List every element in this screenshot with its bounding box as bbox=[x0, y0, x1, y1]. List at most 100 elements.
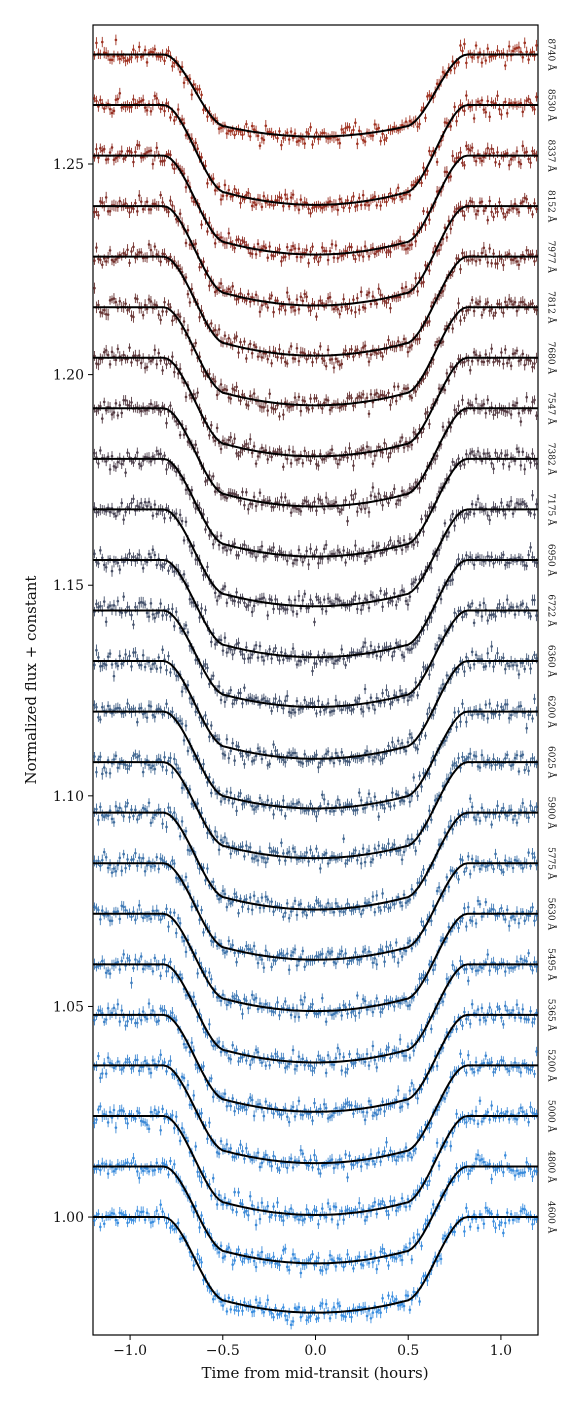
data-point bbox=[408, 1056, 412, 1059]
data-point bbox=[494, 852, 497, 856]
data-point bbox=[233, 1308, 236, 1312]
data-point bbox=[95, 807, 98, 811]
data-point bbox=[387, 842, 390, 845]
data-point bbox=[231, 1097, 235, 1100]
data-point bbox=[241, 1203, 244, 1206]
data-point bbox=[324, 1268, 328, 1271]
data-point bbox=[480, 966, 484, 970]
data-point bbox=[344, 1153, 347, 1156]
data-point bbox=[243, 1105, 246, 1108]
data-point bbox=[206, 781, 209, 784]
data-point bbox=[167, 759, 170, 763]
data-point bbox=[274, 1052, 277, 1056]
data-point bbox=[297, 1218, 301, 1221]
data-point bbox=[196, 904, 199, 908]
data-point bbox=[420, 785, 423, 788]
data-point bbox=[352, 1307, 355, 1311]
data-point bbox=[272, 910, 275, 913]
data-point bbox=[330, 1258, 334, 1261]
data-point bbox=[282, 852, 285, 855]
data-point bbox=[416, 1233, 419, 1236]
data-point bbox=[116, 1060, 120, 1063]
data-point bbox=[260, 958, 264, 961]
data-point bbox=[523, 1170, 527, 1174]
data-point bbox=[357, 958, 361, 962]
data-point bbox=[466, 1172, 470, 1176]
data-point bbox=[332, 1305, 336, 1309]
data-point bbox=[410, 794, 414, 798]
data-point bbox=[320, 1269, 324, 1273]
data-point bbox=[231, 1043, 235, 1047]
data-point bbox=[492, 757, 495, 761]
data-point bbox=[500, 809, 503, 813]
data-point bbox=[180, 786, 184, 790]
data-point bbox=[509, 916, 513, 919]
data-point bbox=[134, 1117, 137, 1121]
data-point bbox=[262, 856, 266, 860]
data-point bbox=[274, 1306, 277, 1310]
data-point bbox=[99, 1009, 102, 1012]
data-point bbox=[402, 1304, 406, 1308]
data-point bbox=[320, 1302, 324, 1305]
data-point bbox=[128, 959, 131, 962]
data-point bbox=[340, 809, 344, 813]
data-point bbox=[159, 857, 162, 860]
data-point bbox=[192, 1210, 196, 1214]
data-point bbox=[223, 951, 227, 955]
data-point bbox=[110, 1211, 114, 1215]
data-point bbox=[100, 858, 104, 862]
data-point bbox=[124, 908, 127, 912]
series-7-points bbox=[93, 848, 538, 975]
data-point bbox=[268, 1063, 272, 1067]
data-point bbox=[527, 951, 530, 955]
data-point bbox=[338, 1006, 342, 1010]
data-point bbox=[200, 1181, 203, 1184]
data-point bbox=[100, 813, 104, 817]
data-point bbox=[280, 1113, 283, 1117]
data-point bbox=[276, 851, 279, 855]
data-point bbox=[379, 948, 382, 951]
data-point bbox=[231, 845, 235, 848]
data-point bbox=[126, 801, 129, 805]
data-point bbox=[437, 1105, 441, 1109]
data-point bbox=[531, 1222, 534, 1226]
data-point bbox=[209, 977, 213, 981]
data-point bbox=[208, 1121, 211, 1124]
data-point bbox=[243, 1157, 246, 1161]
data-point bbox=[320, 1207, 324, 1210]
data-point bbox=[326, 950, 330, 953]
data-point bbox=[503, 970, 507, 973]
data-point bbox=[369, 1316, 373, 1320]
data-point bbox=[186, 1083, 190, 1087]
data-point bbox=[221, 1045, 225, 1048]
data-point bbox=[171, 859, 174, 862]
data-point bbox=[276, 1110, 279, 1113]
data-point bbox=[472, 754, 476, 757]
data-point bbox=[173, 1016, 176, 1020]
data-point bbox=[431, 968, 435, 972]
data-point bbox=[478, 867, 482, 871]
data-point bbox=[116, 706, 120, 710]
data-point bbox=[100, 1072, 104, 1075]
data-point bbox=[527, 1120, 530, 1124]
data-point bbox=[254, 1048, 258, 1052]
data-point bbox=[482, 1222, 486, 1226]
data-point bbox=[441, 1000, 445, 1003]
data-point bbox=[394, 1297, 398, 1301]
data-point bbox=[529, 1009, 532, 1013]
data-point bbox=[529, 910, 532, 914]
data-point bbox=[252, 1114, 256, 1118]
data-point bbox=[147, 860, 151, 863]
data-point bbox=[256, 1050, 260, 1054]
data-point bbox=[209, 1077, 213, 1080]
data-point bbox=[443, 1234, 447, 1238]
data-point bbox=[141, 1169, 145, 1173]
data-point bbox=[231, 900, 235, 903]
data-point bbox=[243, 1211, 246, 1214]
data-point bbox=[202, 1027, 205, 1031]
data-point bbox=[264, 949, 268, 952]
data-point bbox=[143, 1218, 147, 1222]
data-point bbox=[466, 979, 470, 983]
data-point bbox=[141, 916, 145, 920]
data-point bbox=[527, 769, 530, 773]
